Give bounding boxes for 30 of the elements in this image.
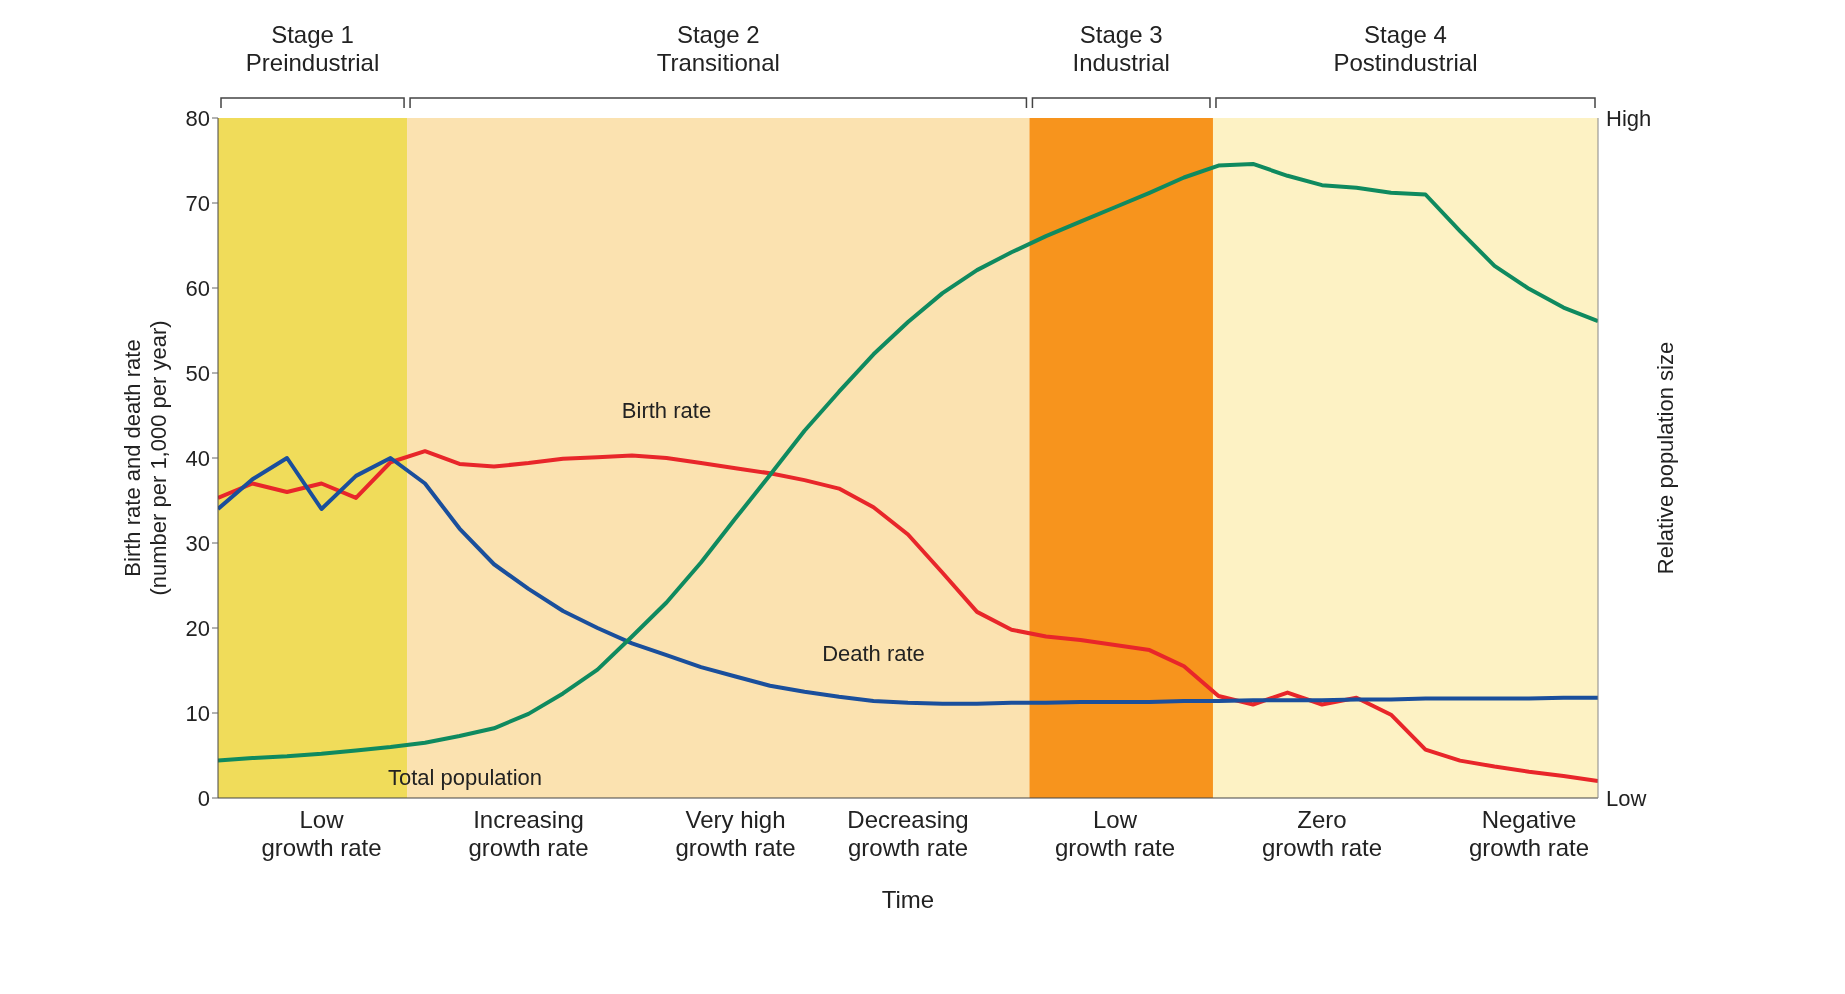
y-tick-label: 70 xyxy=(185,190,210,216)
y-tick-label: 30 xyxy=(185,530,210,556)
series-label: Birth rate xyxy=(621,398,712,423)
x-tick-label: Low growth rate xyxy=(1054,806,1176,861)
text: High xyxy=(1606,106,1652,131)
series-label: Total population xyxy=(387,764,543,790)
y-tick-label: 20 xyxy=(185,615,210,641)
x-tick-label: Zero growth rate xyxy=(1261,806,1383,861)
series-label: Death rate xyxy=(822,641,925,667)
y-tick-label: 40 xyxy=(185,445,210,471)
y-axis-title: Birth rate and death rate (number per 1,000 per year) xyxy=(120,320,171,596)
x-tick-label: Negative growth rate xyxy=(1468,806,1590,861)
x-tick-label: Decreasing growth rate xyxy=(847,806,969,861)
line-series xyxy=(218,456,1598,706)
x-tick-label: Low growth rate xyxy=(261,806,382,861)
text: Low xyxy=(1606,786,1647,811)
y-tick-label: 0 xyxy=(197,785,210,811)
y-tick-label: 80 xyxy=(185,105,210,131)
text: Stage 1 Preindustrial xyxy=(245,21,380,76)
y2-axis-title: Relative population size xyxy=(1653,341,1678,575)
y-tick-label: 60 xyxy=(185,275,210,301)
x-tick-label: Very high growth rate xyxy=(675,806,796,861)
x-axis-title: Time xyxy=(881,886,935,913)
y-tick-label: 10 xyxy=(185,700,210,726)
text: Stage 3 Industrial xyxy=(1072,21,1170,76)
line-series xyxy=(218,161,1598,763)
text: Stage 2 Transitional xyxy=(656,21,780,76)
text: Stage 4 Postindustrial xyxy=(1333,21,1478,76)
y-tick-label: 50 xyxy=(185,360,210,386)
x-tick-label: Increasing growth rate xyxy=(468,806,589,861)
